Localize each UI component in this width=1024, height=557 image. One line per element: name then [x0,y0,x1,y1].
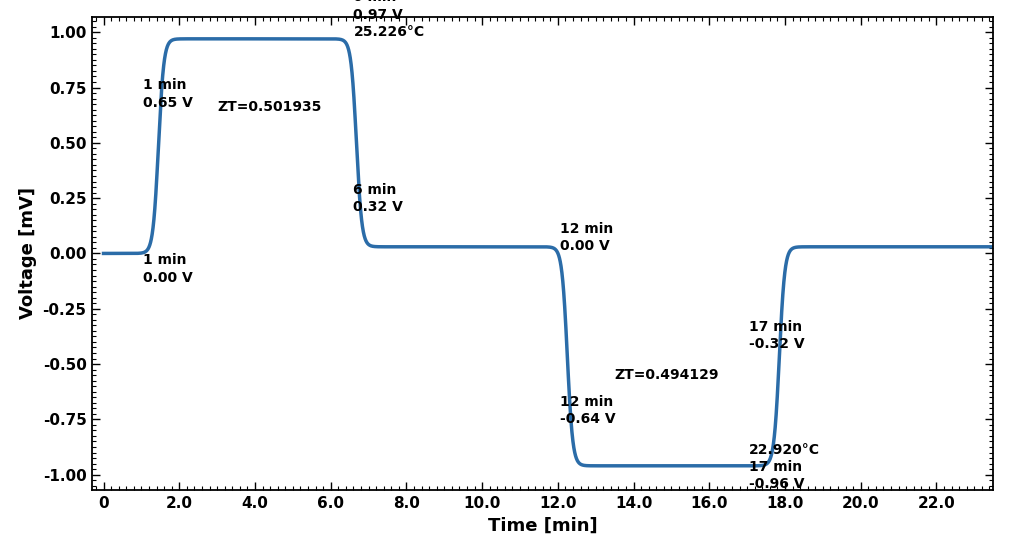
Text: 22.920°C
17 min
-0.96 V: 22.920°C 17 min -0.96 V [750,443,820,491]
Y-axis label: Voltage [mV]: Voltage [mV] [19,188,37,319]
Text: 17 min
-0.32 V: 17 min -0.32 V [750,320,805,351]
Text: ZT=0.494129: ZT=0.494129 [614,368,719,382]
Text: 1 min
0.65 V: 1 min 0.65 V [143,79,194,110]
Text: 1 min
0.00 V: 1 min 0.00 V [143,253,193,285]
Text: ZT=0.501935: ZT=0.501935 [217,100,322,114]
X-axis label: Time [min]: Time [min] [487,516,598,534]
Text: 12 min
-0.64 V: 12 min -0.64 V [560,395,615,426]
Text: 6 min
0.32 V: 6 min 0.32 V [353,183,403,214]
Text: 12 min
0.00 V: 12 min 0.00 V [560,222,613,253]
Text: 6 min
0.97 V
25.226°C: 6 min 0.97 V 25.226°C [353,0,425,39]
